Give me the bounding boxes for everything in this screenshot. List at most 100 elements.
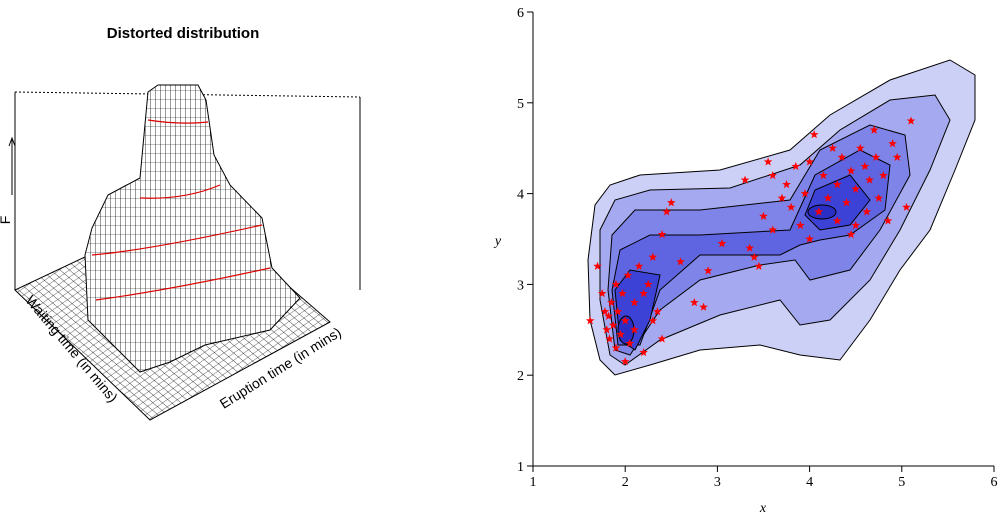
scatter-point (676, 257, 685, 266)
scatter-point (616, 329, 625, 339)
scatter-point (906, 116, 916, 125)
y-tick-label: 5 (517, 97, 524, 112)
scatter-point (703, 266, 713, 275)
scatter-point (851, 184, 860, 193)
surface (84, 84, 301, 373)
x-tick-label: 4 (806, 475, 813, 490)
z-axis-label: F (0, 216, 13, 225)
scatter-point (593, 261, 602, 270)
scatter-point (600, 307, 610, 316)
x-tick-label: 5 (898, 475, 905, 490)
y-tick-label: 4 (517, 188, 524, 203)
scatter-point (805, 157, 814, 166)
scatter-point (768, 225, 778, 234)
scatter-point (623, 270, 633, 280)
scatter-point (805, 234, 814, 243)
scatter-point (639, 288, 648, 298)
scatter-point (865, 175, 874, 184)
scatter-point (856, 143, 865, 152)
scatter-point (620, 316, 630, 325)
contour-band (807, 204, 837, 220)
scatter-point (871, 152, 881, 161)
scatter-point (754, 261, 764, 270)
scatter-point (791, 161, 801, 171)
surface-contour (91, 119, 271, 301)
y-tick-label: 1 (517, 460, 524, 475)
scatter-point (888, 139, 897, 148)
axis-arrow (8, 136, 16, 147)
scatter-point (630, 298, 639, 307)
scatter-point (745, 243, 754, 252)
scatter-point (879, 170, 888, 180)
scatter-point (763, 157, 773, 166)
x-tick-label: 2 (622, 475, 629, 490)
scatter-point (620, 357, 630, 366)
scatter-point (883, 216, 893, 225)
scatter-point (777, 193, 787, 202)
scatter-point (828, 143, 837, 152)
scatter-point (639, 348, 648, 357)
scatter-point (611, 343, 621, 352)
x-tick-label: 1 (530, 475, 537, 490)
scatter-point (786, 202, 796, 211)
scatter-point (602, 325, 612, 334)
scatter-point (597, 288, 607, 298)
scatter-point (800, 189, 810, 198)
scatter-point (782, 180, 791, 189)
scatter-point (837, 152, 847, 161)
scatter-point (749, 252, 759, 261)
y-tick-label: 3 (517, 278, 524, 293)
scatter-point (662, 207, 671, 216)
box-edge (14, 92, 361, 290)
scatter-point (604, 311, 613, 320)
scatter-point (607, 298, 616, 307)
x-tick-label: 3 (714, 475, 721, 490)
scatter-point (618, 288, 627, 298)
scatter-point (819, 170, 828, 180)
scatter-point (648, 252, 658, 261)
scatter-point (611, 279, 621, 289)
scatter-point (846, 166, 856, 175)
y-tick-label: 2 (517, 369, 524, 384)
scatter-point (634, 261, 644, 270)
scatter-point (717, 239, 727, 248)
scatter-point (860, 161, 870, 171)
scatter-point (823, 193, 833, 202)
scatter-point (846, 229, 856, 239)
scatter-point (862, 207, 872, 216)
scatter-point (759, 211, 768, 220)
scatter-point (851, 220, 860, 230)
scatter-point (740, 175, 750, 184)
surface-panel: Distorted distribution F Waiting time (i… (0, 25, 361, 421)
scatter-point (667, 198, 676, 207)
scatter-point (657, 229, 667, 239)
scatter-point (892, 152, 902, 161)
x-axis-label: x (759, 501, 767, 516)
scatter-point (653, 307, 662, 316)
scatter-point (643, 279, 653, 289)
scatter-point (699, 302, 708, 311)
scatter-point (585, 316, 595, 325)
scatter-axes: x y (493, 12, 994, 516)
scatter-point (809, 130, 819, 139)
scatter-point (874, 193, 884, 202)
contour-field (587, 59, 976, 376)
scatter-point (608, 320, 618, 329)
scatter-point (796, 220, 805, 230)
y-tick-label: 6 (517, 6, 524, 21)
scatter-point (625, 338, 635, 348)
scatter-point (613, 307, 623, 316)
y-axis-label: y (493, 234, 502, 249)
chart-title: Distorted distribution (107, 25, 260, 42)
scatter-point (690, 298, 699, 307)
scatter-point (814, 207, 824, 216)
scatter-point (869, 125, 879, 134)
scatter-point (832, 216, 842, 225)
scatter-point (648, 316, 658, 325)
scatter-point (832, 180, 842, 189)
scatter-point (768, 170, 778, 180)
scatter-point (842, 198, 851, 207)
scatter-point (902, 202, 911, 211)
scatter-point (630, 325, 639, 334)
